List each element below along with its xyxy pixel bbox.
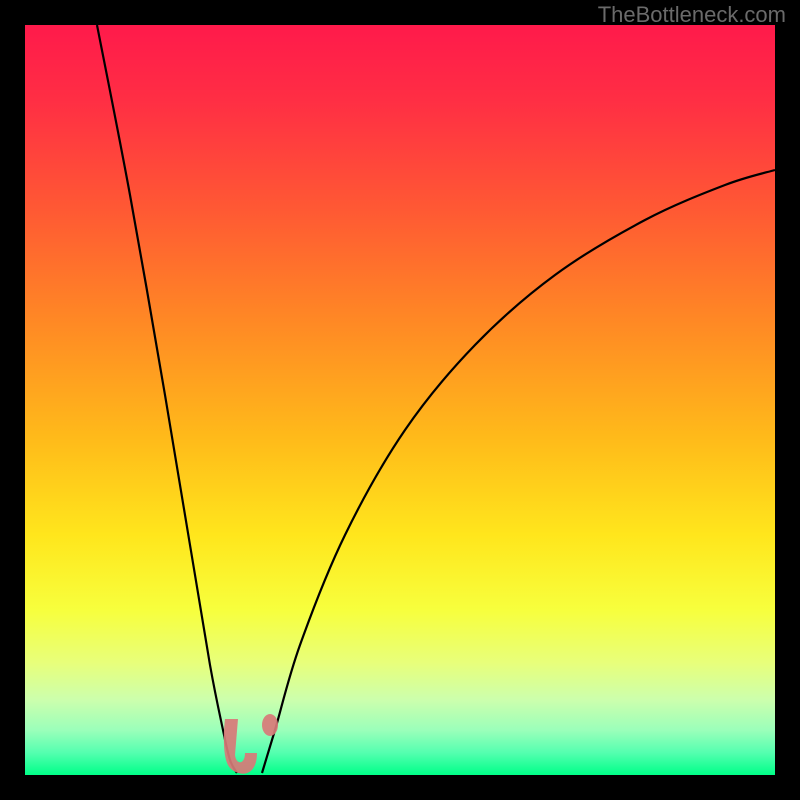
marker-dot bbox=[262, 714, 278, 736]
left-curve bbox=[97, 25, 237, 773]
marker-u bbox=[224, 719, 257, 774]
chart-frame: TheBottleneck.com bbox=[0, 0, 800, 800]
right-curve bbox=[262, 170, 775, 773]
watermark-text: TheBottleneck.com bbox=[598, 2, 786, 28]
curve-overlay bbox=[25, 25, 775, 775]
